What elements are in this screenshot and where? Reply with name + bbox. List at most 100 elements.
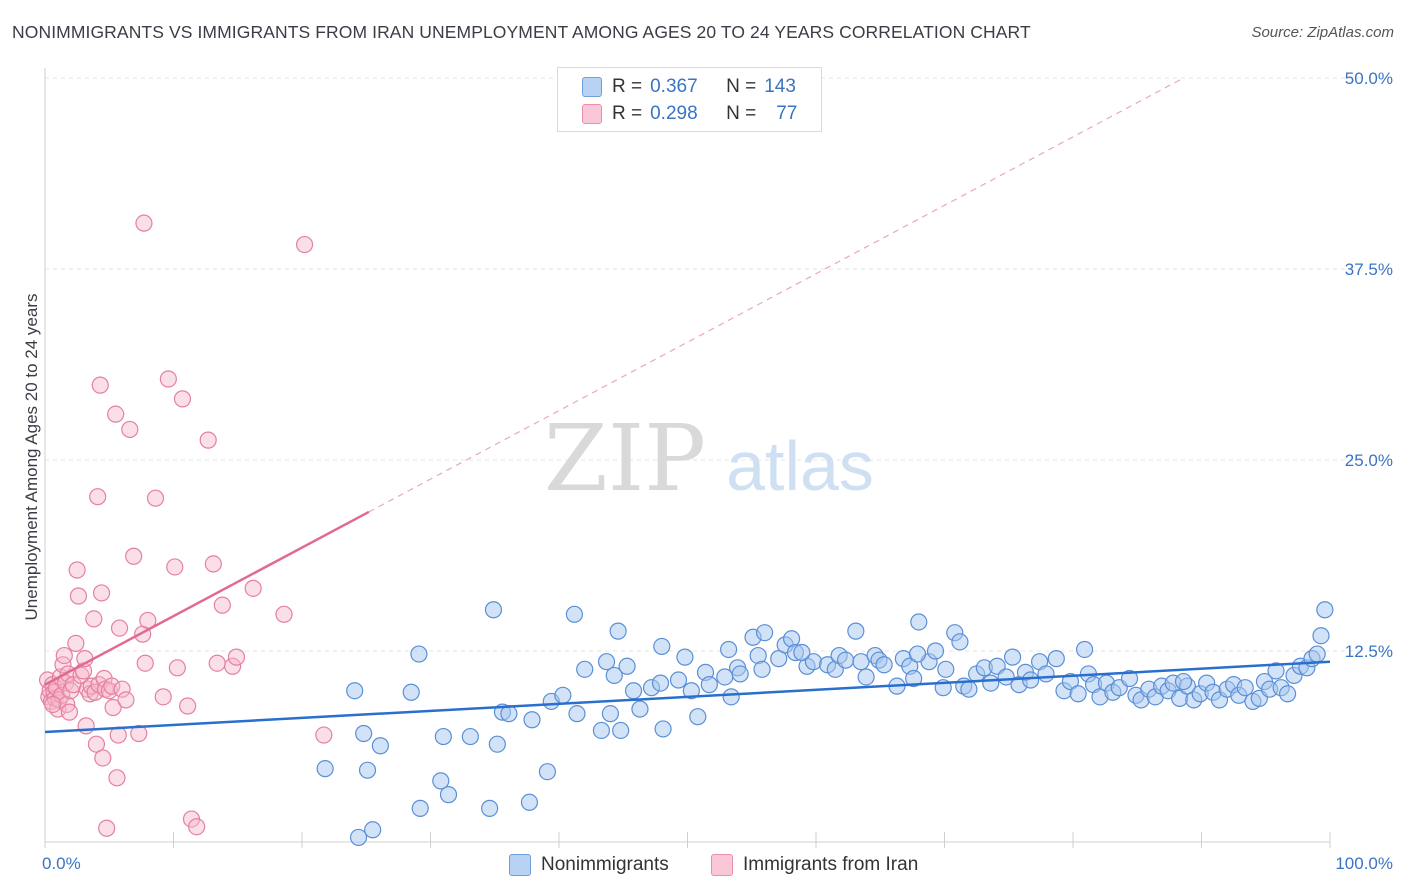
nonimmigrants-point [364, 821, 382, 839]
nonimmigrants-trend-line [44, 660, 1331, 734]
nonimmigrants-point [875, 656, 893, 674]
immigrants-iran-point [179, 697, 197, 715]
immigrants-iran-point [85, 610, 103, 628]
immigrants-iran-point [68, 561, 86, 579]
nonimmigrants-point [847, 622, 865, 640]
nonimmigrants-point [960, 680, 978, 698]
nonimmigrants-point [1267, 662, 1285, 680]
nonimmigrants-point [605, 666, 623, 685]
tick-labels: 12.5% 25.0% 37.5% 50.0% 0.0% 100.0% [42, 69, 1393, 873]
immigrants-iran-point [204, 555, 222, 573]
nonimmigrants-point [654, 720, 672, 738]
nonimmigrants-point [676, 648, 694, 666]
nonimmigrants-point [753, 660, 771, 678]
nonimmigrants-point [852, 653, 870, 671]
immigrants-iran-point [91, 376, 109, 394]
nonimmigrants-points [316, 601, 1334, 847]
y-tick-label: 25.0% [1345, 451, 1393, 470]
immigrants-iran-point [104, 698, 122, 717]
nonimmigrants-point [432, 772, 450, 790]
nonimmigrants-point [1312, 627, 1330, 645]
nonimmigrants-point [439, 786, 458, 804]
nonimmigrants-point [905, 669, 923, 688]
n-label: N = [726, 103, 757, 124]
nonimmigrants-point [982, 674, 1000, 692]
r-value: 0.367 [650, 76, 698, 97]
y-axis-label: Unemployment Among Ages 20 to 24 years [22, 293, 41, 621]
immigrants-iran-point [130, 724, 148, 743]
nonimmigrants-point [349, 828, 368, 847]
nonimmigrants-point [358, 761, 377, 779]
immigrants-iran-point [108, 769, 126, 787]
immigrants-iran-point [146, 489, 165, 507]
r-label: R = [612, 76, 643, 97]
nonimmigrants-point [565, 605, 584, 623]
immigrants-iran-point [72, 666, 90, 685]
nonimmigrants-point [1061, 672, 1080, 691]
y-tick-label: 50.0% [1345, 69, 1393, 88]
immigrants-iran-point [94, 749, 112, 767]
nonimmigrants-point [770, 650, 788, 668]
n-value: 143 [764, 76, 796, 97]
immigrants-iran-point [173, 390, 192, 408]
nonimmigrants-point [488, 735, 506, 753]
watermark-zip: ZIP [544, 405, 706, 512]
nonimmigrants-point [689, 708, 707, 726]
nonimmigrants-point [669, 671, 688, 689]
immigrants-iran-point [224, 657, 242, 675]
immigrants-iran-point [100, 682, 118, 700]
nonimmigrants-point [926, 642, 945, 660]
chart-title: NONIMMIGRANTS VS IMMIGRANTS FROM IRAN UN… [12, 22, 1031, 42]
nonimmigrants-point [316, 760, 334, 778]
immigrants-iran-point [67, 634, 85, 652]
nonimmigrants-point [651, 674, 670, 692]
immigrants-iran-point [295, 235, 314, 254]
nonimmigrants-point [1236, 679, 1254, 697]
nonimmigrants-point [618, 657, 636, 675]
blue-swatch [509, 854, 531, 876]
nonimmigrants-point [597, 653, 616, 671]
nonimmigrants-point [908, 645, 927, 663]
nonimmigrants-point [402, 683, 420, 701]
n-value: 77 [776, 103, 798, 124]
immigrants-iran-point [135, 214, 153, 232]
nonimmigrants-point [601, 705, 620, 723]
nonimmigrants-point [653, 637, 671, 656]
nonimmigrants-point [997, 668, 1015, 686]
nonimmigrants-point [1004, 648, 1022, 666]
immigrants-iran-point [69, 587, 88, 605]
immigrants-iran-point [159, 370, 177, 388]
trend-lines [44, 77, 1331, 734]
nonimmigrants-point [484, 601, 503, 619]
immigrants-iran-point [125, 547, 143, 565]
immigrants-iran-point [92, 584, 111, 602]
immigrants-iran-point [315, 726, 333, 744]
nonimmigrants-point [346, 682, 364, 700]
nonimmigrants-point [910, 613, 928, 631]
nonimmigrants-point [951, 633, 969, 651]
r-value: 0.298 [650, 103, 698, 124]
source-label: Source: ZipAtlas.com [1251, 24, 1394, 41]
immigrants-iran-point [166, 558, 184, 576]
nonimmigrants-point [355, 724, 373, 743]
immigrants-iran-point [55, 646, 73, 665]
blue-swatch [582, 77, 602, 97]
immigrants-iran-point [136, 654, 154, 672]
nonimmigrants-point [1174, 672, 1193, 691]
nonimmigrants-point [722, 688, 740, 706]
immigrants-iran-point [110, 619, 129, 637]
nonimmigrants-point [755, 624, 774, 642]
immigrants-iran-point [89, 488, 107, 506]
nonimmigrants-point [1120, 669, 1139, 688]
nonimmigrants-point [1308, 645, 1326, 663]
immigrants-iran-point [188, 818, 206, 836]
nonimmigrants-point [538, 763, 557, 781]
nonimmigrants-point [1037, 665, 1055, 683]
nonimmigrants-point [411, 799, 429, 817]
n-label: N = [726, 76, 757, 97]
legend-row-immigrants-iran: R = 0.298 N = 77 [582, 102, 797, 126]
immigrants-iran-point [87, 735, 106, 753]
nonimmigrants-point [612, 721, 630, 740]
nonimmigrants-point [1075, 640, 1094, 659]
